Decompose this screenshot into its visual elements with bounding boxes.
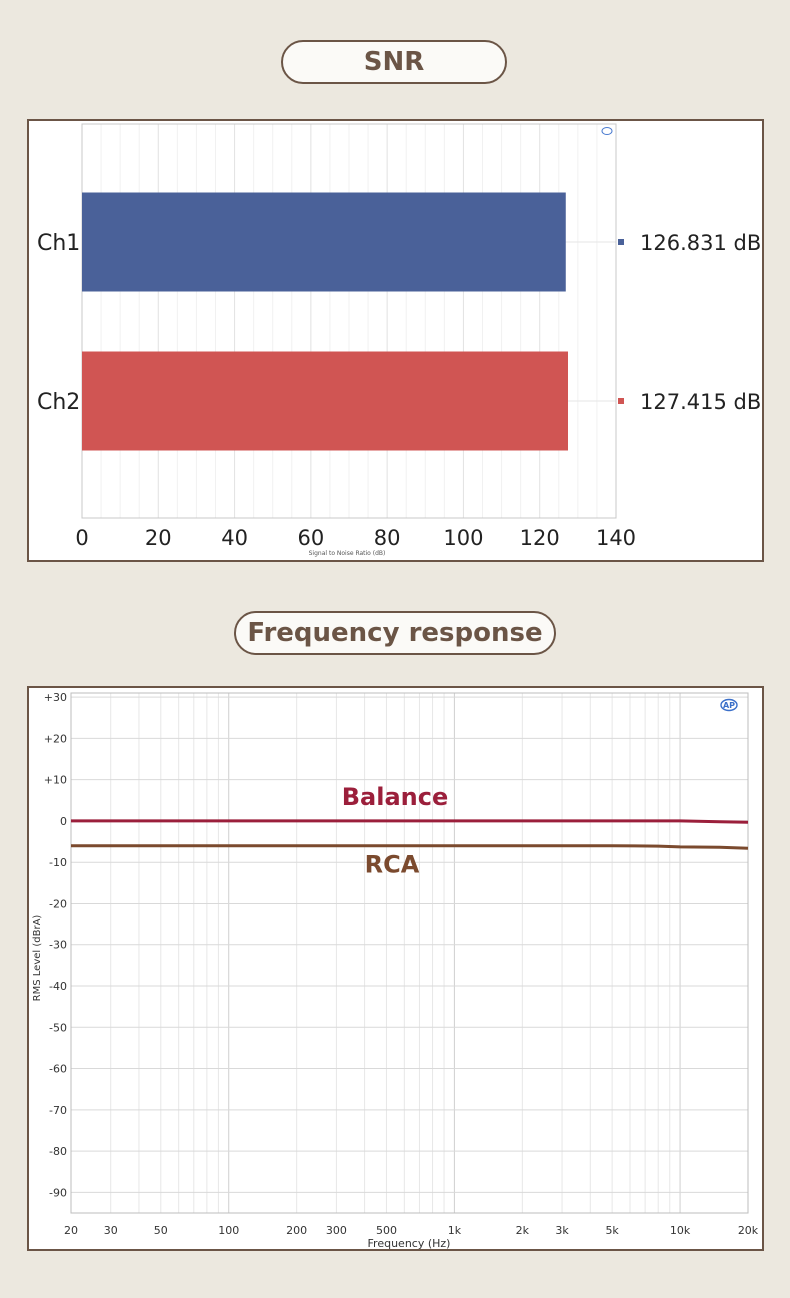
fr-x-tick-label: 500 (376, 1224, 397, 1237)
ap-logo-icon: AP (720, 698, 738, 712)
fr-x-tick-label: 3k (555, 1224, 569, 1237)
snr-title: SNR (281, 40, 507, 84)
snr-category-label: Ch1 (37, 231, 80, 256)
fr-series-lines (71, 819, 749, 850)
snr-chart: Ch1 Ch2 126.831 dB 127.415 dB 0 20 40 60 80 100… (37, 123, 761, 557)
fr-series-label-balance: Balance (342, 783, 449, 811)
fr-y-tick-label: -50 (49, 1021, 67, 1034)
fr-x-tick-label: 1k (448, 1224, 462, 1237)
fr-x-tick-labels: 20 30 50 100 200 300 500 1k 2k 3k 5k 10k 20k (64, 1224, 759, 1237)
fr-y-tick-label: -70 (49, 1104, 67, 1117)
snr-legend-swatch (618, 398, 624, 404)
snr-x-tick-label: 40 (221, 526, 248, 550)
fr-x-tick-label: 300 (326, 1224, 347, 1237)
fr-x-tick-label: 30 (104, 1224, 118, 1237)
snr-x-tick-label: 0 (75, 526, 88, 550)
snr-x-axis-label: Signal to Noise Ratio (dB) (309, 550, 386, 557)
fr-y-tick-label: -80 (49, 1145, 67, 1158)
fr-y-tick-label: -30 (49, 939, 67, 952)
snr-x-tick-label: 80 (374, 526, 401, 550)
snr-bar-ch2 (82, 351, 568, 451)
frequency-response-chart-panel: AP Balance RCA +30 +20 +10 0 -10 -20 -30 -40 -50 -… (27, 686, 764, 1251)
fr-line-rca (71, 844, 749, 850)
snr-x-tick-label: 140 (596, 526, 636, 550)
fr-y-tick-label: +30 (44, 691, 67, 704)
snr-value-label: 126.831 dB (640, 231, 761, 255)
fr-series-label-rca: RCA (365, 851, 420, 879)
fr-x-tick-label: 20 (64, 1224, 78, 1237)
snr-chart-panel: Ch1 Ch2 126.831 dB 127.415 dB 0 20 40 60 80 100… (27, 119, 764, 562)
fr-x-tick-label: 50 (154, 1224, 168, 1237)
fr-y-tick-label: +20 (44, 732, 67, 745)
fr-x-tick-label: 5k (605, 1224, 619, 1237)
snr-value-label: 127.415 dB (640, 390, 761, 414)
fr-y-tick-label: -10 (49, 856, 67, 869)
fr-y-tick-label: -20 (49, 897, 67, 910)
snr-x-tick-label: 120 (520, 526, 560, 550)
fr-y-tick-label: 0 (60, 815, 67, 828)
fr-grid (70, 693, 749, 1213)
fr-y-tick-label: -60 (49, 1063, 67, 1076)
snr-bars (82, 192, 568, 451)
snr-x-tick-labels: 0 20 40 60 80 100 120 140 (75, 526, 636, 550)
fr-x-tick-label: 20k (738, 1224, 759, 1237)
fr-y-tick-label: +10 (44, 774, 67, 787)
snr-legend-swatch (618, 239, 624, 245)
fr-x-tick-label: 100 (218, 1224, 239, 1237)
fr-line-balance (71, 819, 749, 824)
snr-bar-ch1 (82, 192, 566, 292)
fr-y-tick-labels: +30 +20 +10 0 -10 -20 -30 -40 -50 -60 -70 -80 -90 (44, 691, 67, 1199)
fr-y-axis-label: RMS Level (dBrA) (32, 915, 43, 1002)
fr-plot-frame (70, 692, 749, 1214)
snr-x-tick-label: 100 (443, 526, 483, 550)
svg-text:AP: AP (723, 701, 735, 710)
fr-series-labels: Balance RCA (342, 783, 449, 879)
snr-category-label: Ch2 (37, 390, 80, 415)
snr-value-labels: 126.831 dB 127.415 dB (618, 231, 761, 414)
fr-x-tick-label: 2k (516, 1224, 530, 1237)
frequency-response-title: Frequency response (234, 611, 556, 655)
fr-x-tick-label: 200 (286, 1224, 307, 1237)
snr-x-tick-label: 20 (145, 526, 172, 550)
snr-x-tick-label: 60 (297, 526, 324, 550)
frequency-response-chart: AP Balance RCA +30 +20 +10 0 -10 -20 -30 -40 -50 -… (32, 691, 759, 1249)
snr-grid (81, 124, 617, 518)
fr-y-tick-label: -40 (49, 980, 67, 993)
snr-category-labels: Ch1 Ch2 (37, 231, 80, 415)
fr-y-tick-label: -90 (49, 1186, 67, 1199)
fr-x-tick-label: 10k (670, 1224, 691, 1237)
fr-x-axis-label: Frequency (Hz) (368, 1237, 451, 1249)
snr-plot-frame (81, 123, 617, 519)
ap-logo-icon (601, 127, 613, 135)
